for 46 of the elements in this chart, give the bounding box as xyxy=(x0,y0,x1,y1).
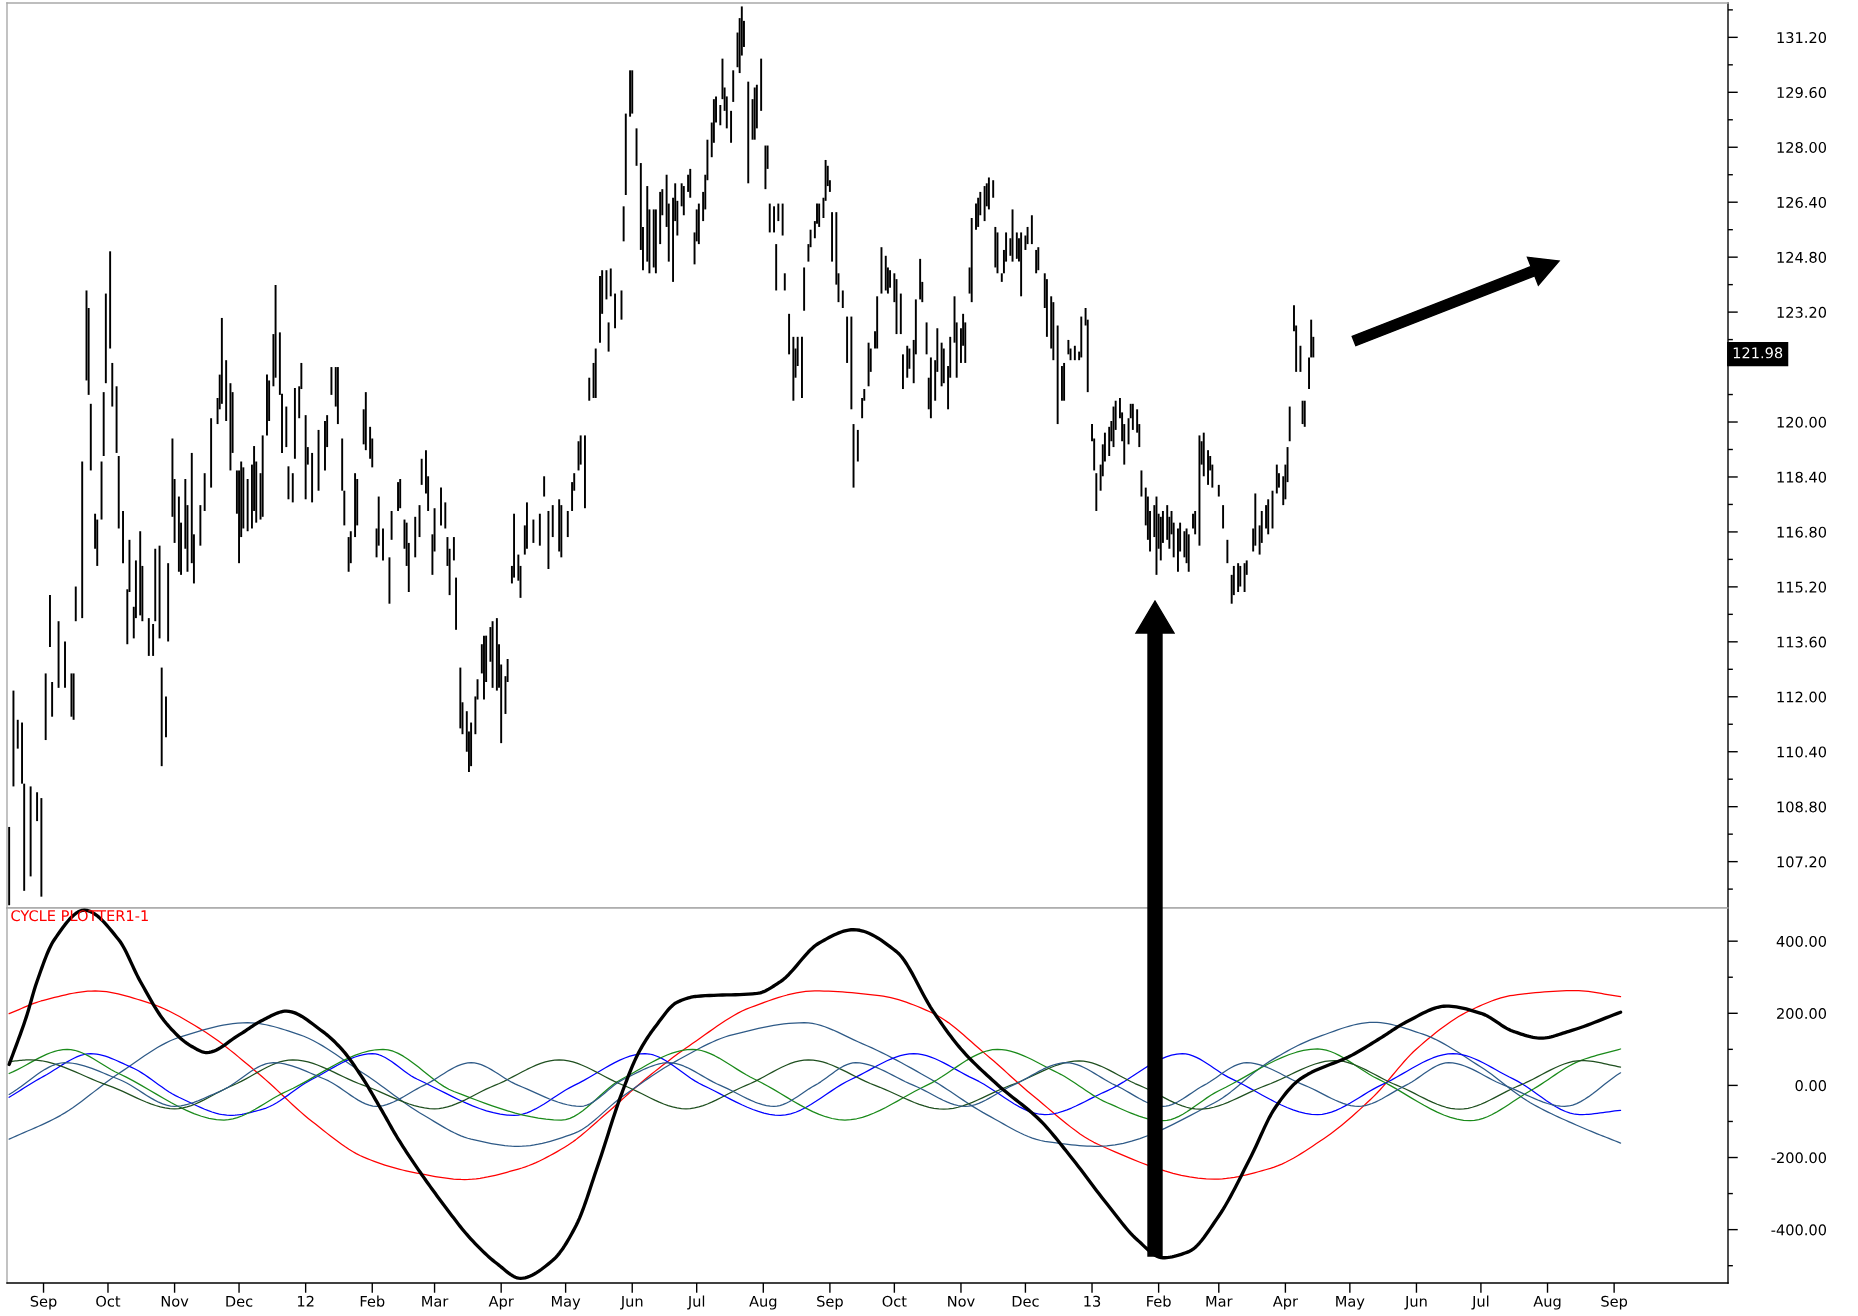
x-tick-label: May xyxy=(551,1295,581,1310)
x-tick-label: Aug xyxy=(749,1295,777,1310)
x-tick-label: Feb xyxy=(1147,1295,1171,1307)
y-tick-label: 123.20 xyxy=(1777,306,1827,318)
x-tick-label: Oct xyxy=(96,1295,121,1307)
text: 121.98 xyxy=(1733,347,1783,359)
x-tick-label: Aug xyxy=(1533,1295,1561,1310)
y-tick-label: 400.00 xyxy=(1776,935,1827,947)
y-tick-label: -400.00 xyxy=(1771,1224,1827,1236)
y-tick-label: 115.20 xyxy=(1777,581,1827,593)
y-tick-label: 200.00 xyxy=(1777,1008,1827,1020)
y-tick-label: 118.40 xyxy=(1777,471,1827,483)
x-tick-label: Sep xyxy=(30,1295,57,1310)
y-tick-label: 112.00 xyxy=(1777,691,1827,703)
x-tick-label: Jun xyxy=(1404,1295,1427,1310)
x-tick-label: Feb xyxy=(360,1295,385,1307)
x-tick-label: Nov xyxy=(161,1295,189,1307)
y-tick-label: -200.00 xyxy=(1771,1152,1827,1164)
x-tick-label: Sep xyxy=(1601,1295,1628,1310)
x-tick-label: Sep xyxy=(817,1295,843,1310)
x-tick-label: Nov xyxy=(948,1295,975,1307)
x-tick-label: Dec xyxy=(226,1295,253,1307)
y-tick-label: 108.80 xyxy=(1777,801,1827,813)
y-tick-label: 113.60 xyxy=(1777,636,1827,648)
y-tick-label: 124.80 xyxy=(1777,251,1827,263)
y-tick-label: 128.00 xyxy=(1777,141,1827,153)
x-tick-label: 12 xyxy=(297,1295,314,1307)
y-tick-label: 126.40 xyxy=(1777,196,1827,208)
y-tick-label: 129.60 xyxy=(1777,87,1827,99)
y-tick-label: 131.20 xyxy=(1777,32,1827,44)
x-tick-label: 13 xyxy=(1084,1295,1101,1307)
x-tick-label: Oct xyxy=(882,1295,907,1307)
x-tick-label: Jun xyxy=(620,1295,643,1310)
y-tick-label: 116.80 xyxy=(1777,526,1827,538)
x-tick-label: Dec xyxy=(1012,1295,1039,1307)
y-tick-label: 120.00 xyxy=(1777,416,1827,428)
x-tick-label: Apr xyxy=(488,1295,514,1310)
x-tick-label: Jul xyxy=(687,1295,705,1310)
x-tick-label: May xyxy=(1336,1295,1365,1310)
x-tick-label: Mar xyxy=(422,1295,449,1307)
y-tick-label: 110.40 xyxy=(1777,746,1827,758)
x-tick-label: Apr xyxy=(1272,1295,1299,1310)
x-tick-label: Jul xyxy=(1471,1295,1489,1310)
x-tick-label: Mar xyxy=(1206,1295,1233,1307)
y-tick-label: 0.00 xyxy=(1795,1080,1827,1092)
y-tick-label: 107.20 xyxy=(1777,856,1827,868)
